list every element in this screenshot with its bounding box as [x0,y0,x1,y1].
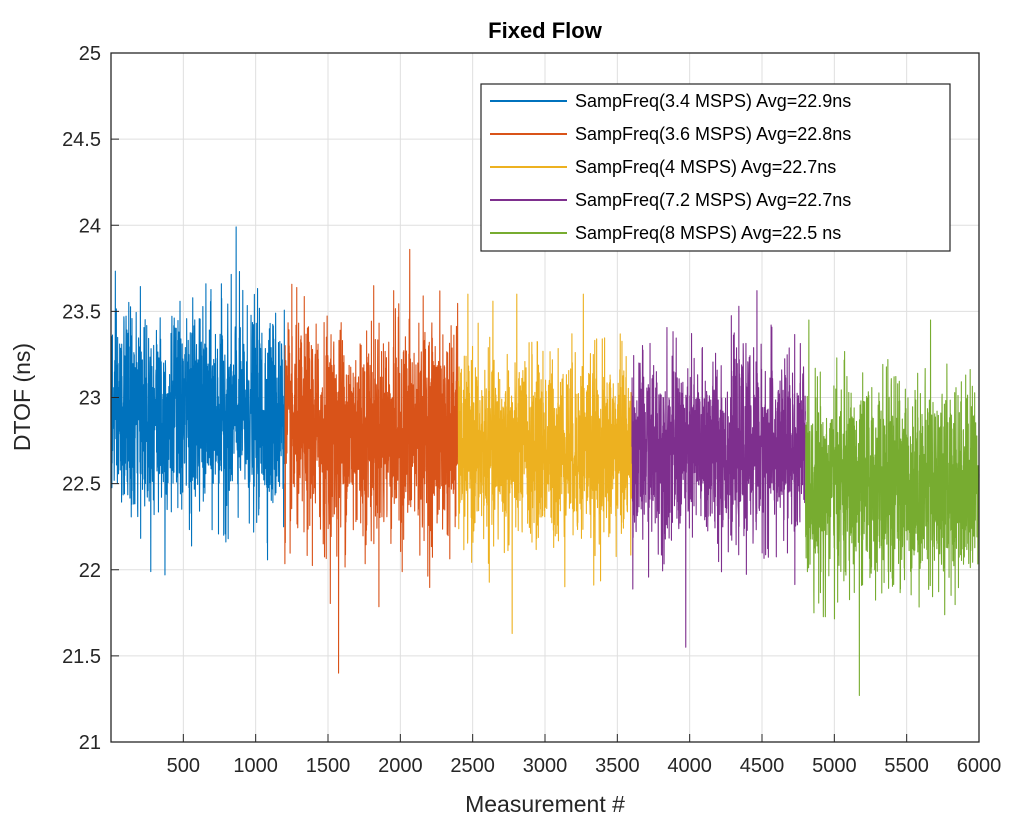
y-tick-label: 23.5 [62,301,101,323]
x-tick-label: 500 [167,755,200,777]
x-tick-label: 6000 [957,755,1002,777]
x-tick-label: 4000 [667,755,712,777]
series-line-2 [284,248,459,674]
x-tick-label: 1500 [306,755,351,777]
legend-label-3: SampFreq(4 MSPS) Avg=22.7ns [575,157,836,177]
legend-label-2: SampFreq(3.6 MSPS) Avg=22.8ns [575,124,851,144]
series-line-5 [804,319,980,697]
series-line-1 [110,226,286,576]
series-line-4 [631,290,806,648]
x-tick-label: 3000 [523,755,568,777]
y-tick-label: 21.5 [62,646,101,668]
y-tick-label: 24 [79,215,101,237]
y-axis-label: DTOF (ns) [9,343,35,451]
legend-label-5: SampFreq(8 MSPS) Avg=22.5 ns [575,223,841,243]
series-lines [110,226,980,697]
legend-label-1: SampFreq(3.4 MSPS) Avg=22.9ns [575,91,851,111]
y-tick-label: 22 [79,560,101,582]
x-tick-label: 2000 [378,755,423,777]
axis-ticks: 500 1000 1500 2000 2500 3000 3500 4000 4500 5000 5… [62,43,1001,777]
x-tick-label: 4500 [740,755,785,777]
y-tick-label: 25 [79,43,101,65]
chart-title: Fixed Flow [488,18,603,43]
y-tick-label: 22.5 [62,474,101,496]
x-tick-label: 5000 [812,755,857,777]
x-tick-label: 3500 [595,755,640,777]
x-tick-label: 5500 [884,755,929,777]
x-tick-label: 1000 [233,755,278,777]
series-line-3 [457,293,633,635]
legend: SampFreq(3.4 MSPS) Avg=22.9ns SampFreq(3.… [480,83,951,252]
x-axis-label: Measurement # [465,791,625,817]
legend-label-4: SampFreq(7.2 MSPS) Avg=22.7ns [575,190,851,210]
y-tick-label: 23 [79,388,101,410]
x-tick-label: 2500 [450,755,495,777]
y-tick-label: 24.5 [62,129,101,151]
y-tick-label: 21 [79,732,101,754]
